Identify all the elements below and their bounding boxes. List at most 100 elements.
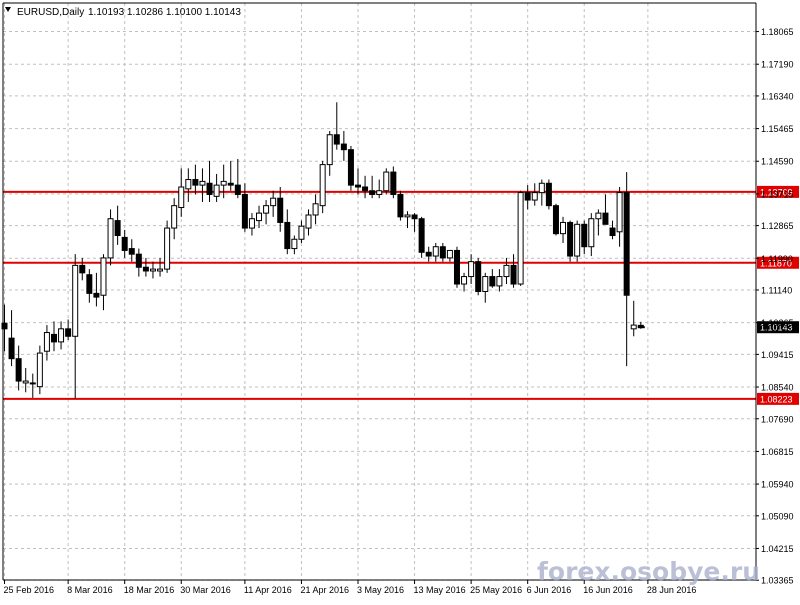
candle-body-bearish — [623, 192, 630, 296]
candle — [164, 220, 171, 273]
candle-body-bearish — [114, 220, 121, 237]
level-label-box — [757, 185, 799, 198]
x-axis-tick-label: 25 Feb 2016 — [4, 585, 55, 595]
candle — [616, 186, 623, 247]
candle — [538, 179, 545, 206]
level-label: 1.13769 — [760, 187, 793, 197]
candle — [100, 254, 107, 311]
candle — [482, 272, 489, 303]
candle-body-bearish — [15, 358, 22, 382]
candle — [178, 168, 185, 217]
candle-body-bearish — [425, 251, 432, 257]
candle-body-bearish — [333, 134, 340, 145]
candle — [15, 345, 22, 391]
y-axis-tick-label: 1.13715 — [761, 189, 794, 199]
candle-body-bullish — [630, 324, 637, 330]
candle-body-bullish — [248, 218, 255, 229]
candle — [248, 213, 255, 236]
candle-body-bearish — [65, 328, 72, 337]
candle-body-bearish — [192, 179, 199, 186]
candle — [192, 164, 199, 195]
candle — [284, 209, 291, 255]
candle — [524, 185, 531, 210]
candle-body-bullish — [29, 382, 36, 385]
candle-body-bearish — [453, 249, 460, 285]
y-axis-tick-label: 1.16340 — [761, 91, 794, 101]
y-axis-tick-label: 1.04215 — [761, 544, 794, 554]
candle — [220, 164, 227, 199]
candle-body-bullish — [326, 134, 333, 166]
candle — [1, 304, 8, 352]
candle — [326, 131, 333, 176]
candle — [418, 216, 425, 258]
candle — [65, 319, 72, 341]
candle-body-bullish — [432, 246, 439, 257]
candle-body-bearish — [121, 236, 128, 251]
y-axis-tick-label: 1.11990 — [761, 254, 793, 264]
y-axis-tick-label: 1.05940 — [761, 480, 794, 490]
y-axis-tick-label: 1.11140 — [761, 286, 792, 296]
candle-body-bullish — [100, 257, 107, 296]
candle-body-bullish — [58, 328, 65, 343]
candle-body-bearish — [347, 149, 354, 186]
current-price-label-box — [757, 321, 799, 334]
candle — [383, 168, 390, 195]
chart-header: EURUSD,Daily 1.10193 1.10286 1.10100 1.1… — [5, 7, 241, 18]
candle-body-bullish — [298, 225, 305, 240]
candle-body-bullish — [157, 268, 164, 272]
candle-body-bearish — [475, 261, 482, 292]
y-axis-tick-label: 1.17190 — [761, 60, 794, 70]
candle-body-bearish — [206, 182, 213, 195]
candle — [439, 242, 446, 262]
candle-body-bearish — [637, 324, 644, 328]
candle — [390, 166, 397, 199]
candle-body-bearish — [86, 274, 93, 294]
candle-body-bullish — [305, 214, 312, 229]
candle — [602, 194, 609, 225]
candle — [263, 200, 270, 225]
candle-body-bearish — [362, 186, 369, 192]
candle-body-bullish — [588, 218, 595, 248]
candle — [107, 209, 114, 266]
candle — [461, 272, 468, 292]
x-axis-tick-label: 18 Mar 2016 — [124, 585, 175, 595]
candle-body-bullish — [595, 212, 602, 220]
watermark-text: forex.osobye.ru — [537, 557, 760, 586]
candle-body-bullish — [220, 180, 227, 186]
candle — [432, 242, 439, 262]
candle — [142, 257, 149, 277]
candle — [114, 205, 121, 245]
candle — [595, 209, 602, 236]
candle-body-bullish — [263, 205, 270, 214]
candle-body-bullish — [531, 192, 538, 201]
candle-body-bearish — [284, 221, 291, 250]
candle-body-bullish — [43, 332, 50, 352]
candle-body-bearish — [510, 264, 517, 285]
candle — [241, 183, 248, 232]
candle — [397, 190, 404, 221]
candle-body-bullish — [164, 227, 171, 270]
y-axis-tick-label: 1.06815 — [761, 447, 794, 457]
candle-body-bullish — [213, 184, 220, 197]
dropdown-triangle-icon[interactable] — [5, 7, 11, 12]
x-axis-tick-label: 25 May 2016 — [470, 585, 522, 595]
candle — [234, 159, 241, 199]
candle-body-bullish — [517, 192, 524, 285]
candle-body-bullish — [178, 186, 185, 209]
candle — [468, 254, 475, 285]
candle — [171, 198, 178, 240]
candle — [531, 183, 538, 206]
candle-body-bearish — [241, 193, 248, 229]
y-axis-tick-label: 1.09415 — [761, 350, 794, 360]
candle-body-bullish — [319, 164, 326, 207]
candle-body-bearish — [340, 143, 347, 151]
candle-body-bearish — [79, 264, 86, 274]
candle — [93, 272, 100, 307]
candle — [199, 168, 206, 202]
candle — [298, 220, 305, 243]
candle — [517, 190, 524, 286]
candle-body-bearish — [602, 212, 609, 225]
candle — [86, 269, 93, 303]
